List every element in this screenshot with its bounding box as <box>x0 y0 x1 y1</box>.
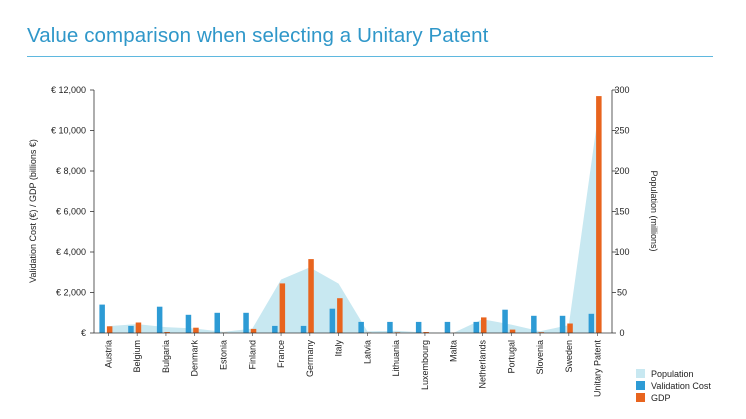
gdp-bar-austria <box>106 326 113 333</box>
population-area <box>108 118 598 333</box>
right-tick-label: 100 <box>614 247 629 257</box>
gdp-bar-finland <box>250 328 257 333</box>
validation-cost-bar-unitary-patent <box>588 313 595 333</box>
x-tick-label: Bulgaria <box>161 340 171 373</box>
x-tick-label: Estonia <box>219 340 229 370</box>
validation-cost-bar-denmark <box>185 314 192 333</box>
left-tick-label: € 2,000 <box>56 288 86 298</box>
validation-cost-bar-bulgaria <box>156 306 163 333</box>
left-tick-label: € <box>81 328 86 338</box>
right-axis-title: Population (millions) <box>649 170 659 251</box>
x-tick-label: Germany <box>305 340 315 378</box>
x-tick-label: Lithuania <box>391 340 401 377</box>
validation-cost-bar-finland <box>243 312 249 334</box>
gdp-bar-sweden <box>567 323 573 333</box>
chart-title: Value comparison when selecting a Unitar… <box>27 24 489 47</box>
left-tick-label: € 4,000 <box>56 247 86 257</box>
left-tick-label: € 8,000 <box>56 166 86 176</box>
validation-cost-bar-lithuania <box>387 321 393 333</box>
left-axis-title: Validation Cost (€) / GDP (billions €) <box>28 139 38 283</box>
gdp-bar-denmark <box>193 327 199 333</box>
x-tick-label: Denmark <box>190 340 200 377</box>
gdp-bar-bulgaria <box>164 332 170 333</box>
gdp-bar-portugal <box>509 329 516 333</box>
legend-label-population: Population <box>651 369 694 379</box>
x-tick-label: Sweden <box>564 340 574 373</box>
validation-cost-bar-estonia <box>214 312 220 334</box>
right-tick-label: 200 <box>614 166 629 176</box>
left-tick-label: € 6,000 <box>56 207 86 217</box>
x-tick-label: Unitary Patent <box>593 340 603 398</box>
validation-cost-bar-slovenia <box>531 315 537 333</box>
right-tick-label: 50 <box>617 288 627 298</box>
x-tick-label: Latvia <box>362 340 372 364</box>
legend-label-gdp: GDP <box>651 393 671 403</box>
gdp-bar-netherlands <box>481 317 487 333</box>
x-tick-label: Malta <box>449 340 459 362</box>
validation-cost-bar-belgium <box>128 325 134 333</box>
left-tick-label: € 10,000 <box>51 126 86 136</box>
gdp-bar-france <box>279 283 286 333</box>
x-tick-label: Finland <box>247 340 257 370</box>
gdp-bar-unitary-patent <box>596 96 602 333</box>
x-tick-label: Austria <box>103 340 113 368</box>
legend-label-validation-cost: Validation Cost <box>651 381 711 391</box>
right-tick-label: 150 <box>614 207 629 217</box>
right-tick-label: 300 <box>614 85 629 95</box>
right-tick-label: 250 <box>614 126 629 136</box>
x-tick-label: Slovenia <box>535 340 545 375</box>
validation-cost-bar-netherlands <box>473 321 479 333</box>
title-divider <box>27 56 713 57</box>
legend-swatch-population <box>636 369 645 378</box>
gdp-bar-luxembourg <box>423 332 429 333</box>
validation-cost-bar-portugal <box>502 309 508 333</box>
gdp-bar-belgium <box>135 322 142 333</box>
x-tick-label: Portugal <box>506 340 516 374</box>
validation-cost-bar-germany <box>300 325 307 333</box>
validation-cost-bar-austria <box>99 304 105 333</box>
validation-cost-bar-italy <box>329 308 336 333</box>
x-tick-label: France <box>276 340 286 368</box>
gdp-bar-germany <box>308 259 314 333</box>
left-tick-label: € 12,000 <box>51 85 86 95</box>
gdp-bar-italy <box>337 298 343 333</box>
x-tick-label: Belgium <box>132 340 142 373</box>
validation-cost-bar-sweden <box>559 315 566 333</box>
legend-swatch-gdp <box>636 393 645 402</box>
legend-swatch-validation-cost <box>636 381 645 390</box>
x-tick-label: Italy <box>334 340 344 357</box>
x-tick-label: Luxembourg <box>420 340 430 390</box>
x-tick-label: Netherlands <box>478 340 488 389</box>
validation-cost-bar-malta <box>444 321 451 333</box>
right-tick-label: 0 <box>619 328 624 338</box>
validation-cost-bar-luxembourg <box>415 321 422 333</box>
validation-cost-bar-france <box>272 325 278 333</box>
validation-cost-bar-latvia <box>358 321 364 333</box>
